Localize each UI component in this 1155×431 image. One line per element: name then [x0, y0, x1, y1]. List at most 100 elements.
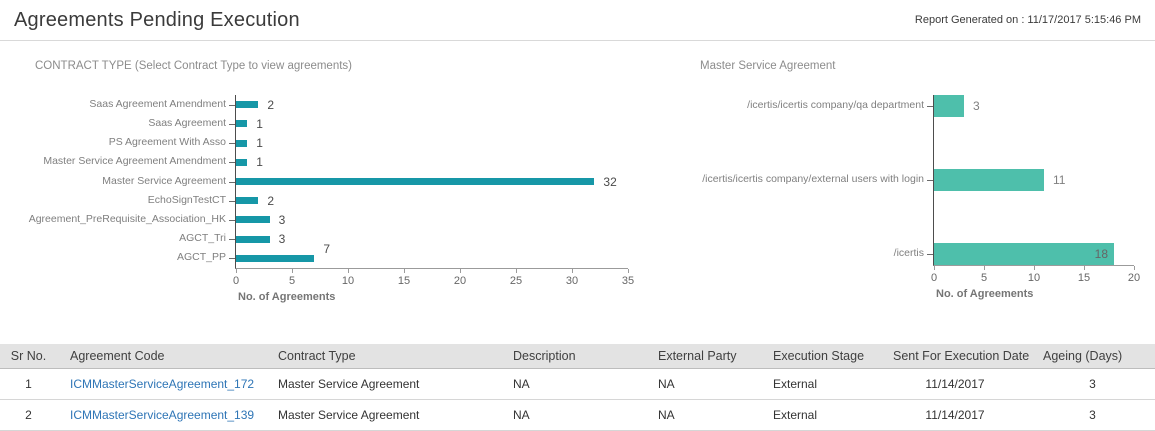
bar-ps-agreement-with-asso[interactable] [236, 139, 248, 147]
value-label: 2 [267, 193, 275, 208]
x-tick-label: 20 [1127, 272, 1141, 284]
bar-echosigntestct[interactable] [236, 197, 259, 205]
x-tick-label: 20 [453, 275, 467, 287]
x-tick-label: 0 [930, 272, 938, 284]
x-tick-label: 5 [980, 272, 988, 284]
x-axis-tick [984, 266, 985, 270]
table-header-row: Sr No. Agreement Code Contract Type Descrip… [0, 344, 1155, 369]
category-label-icertis-icertis-company-qa-department: /icertis/icertis company/qa department [747, 99, 924, 111]
contract-type-plot-area: Saas Agreement Amendment 2 Saas Agreement 1… [29, 95, 634, 303]
cell-agreement-code: ICMMasterServiceAgreement_172 [57, 368, 265, 400]
agreement-code-link[interactable]: ICMMasterServiceAgreement_172 [70, 377, 255, 391]
bar-saas-agreement-amendment[interactable] [236, 101, 259, 109]
bar-icertis[interactable] [934, 243, 1114, 265]
table-row: 2 ICMMasterServiceAgreement_139 Master Ser… [0, 399, 1155, 431]
bar-saas-agreement[interactable] [236, 120, 248, 128]
x-axis-tick [516, 269, 517, 273]
value-label: 1 [256, 116, 263, 131]
category-label-saas-agreement-amendment: Saas Agreement Amendment [89, 97, 226, 110]
category-tick [927, 180, 933, 181]
x-tick-label: 35 [621, 275, 635, 287]
value-label: 2 [267, 97, 275, 112]
category-label-icertis-icertis-company-external-users-with-login: /icertis/icertis company/external users … [702, 173, 924, 185]
value-label: 7 [323, 242, 331, 257]
x-tick-label: 15 [1077, 272, 1091, 284]
x-tick-label: 10 [341, 275, 355, 287]
x-tick-label: 10 [1027, 272, 1041, 284]
category-tick [229, 181, 235, 183]
category-label-master-service-agreement-amendment: Master Service Agreement Amendment [43, 155, 226, 168]
bar-master-service-agreement[interactable] [236, 178, 595, 185]
bar-agct-tri[interactable] [236, 235, 270, 243]
report-generated-timestamp: Report Generated on : 11/17/2017 5:15:46… [914, 14, 1141, 26]
x-axis-tick [934, 266, 935, 270]
category-label-echosigntestct: EchoSignTestCT [147, 193, 226, 206]
x-axis-tick [404, 269, 405, 273]
cell-contract-type: Master Service Agreement [265, 399, 500, 431]
x-axis-tick [1034, 266, 1035, 270]
cell-contract-type: Master Service Agreement [265, 368, 500, 400]
contract-type-chart: CONTRACT TYPE (Select Contract Type to v… [14, 60, 664, 340]
bar-master-service-agreement-amendment[interactable] [236, 158, 248, 166]
agreements-table: Sr No. Agreement Code Contract Type Descrip… [0, 344, 1155, 431]
value-label: 1 [256, 136, 263, 151]
category-tick [229, 104, 235, 106]
x-tick-label: 30 [565, 275, 579, 287]
cell-execution-stage: External [760, 399, 880, 431]
x-axis-tick [1134, 266, 1135, 270]
agreements-table-body: 1 ICMMasterServiceAgreement_172 Master Ser… [0, 368, 1155, 431]
bar-icertis-icertis-company-qa-department[interactable] [934, 95, 964, 117]
charts-section: CONTRACT TYPE (Select Contract Type to v… [0, 41, 1155, 344]
column-header-contract-type: Contract Type [265, 344, 500, 369]
cell-ageing-days: 3 [1030, 399, 1155, 431]
cell-execution-stage: External [760, 368, 880, 400]
category-tick [229, 123, 235, 125]
x-tick-label: 25 [509, 275, 523, 287]
column-header-sent-for-execution-date: Sent For Execution Date [880, 344, 1030, 369]
value-label: 32 [603, 174, 617, 189]
cell-sent-for-execution-date: 11/14/2017 [880, 368, 1030, 400]
category-label-icertis: /icertis [893, 247, 924, 259]
x-axis-tick [236, 269, 237, 273]
value-label: 3 [278, 232, 286, 247]
x-axis-label: No. of Agreements [936, 288, 1034, 300]
cell-sr-no: 1 [0, 368, 57, 400]
bar-agreement-prerequisite-association-hk[interactable] [236, 216, 270, 224]
x-tick-label: 15 [397, 275, 411, 287]
x-tick-label: 0 [232, 275, 240, 287]
bar-agct-pp[interactable] [236, 254, 315, 262]
category-tick [229, 219, 235, 221]
x-axis-tick [460, 269, 461, 273]
agreement-code-link[interactable]: ICMMasterServiceAgreement_139 [70, 408, 255, 422]
x-axis-tick [572, 269, 573, 273]
category-tick [229, 258, 235, 260]
column-header-agreement-code: Agreement Code [57, 344, 265, 369]
page-title: Agreements Pending Execution [14, 9, 300, 31]
category-label-saas-agreement: Saas Agreement [148, 116, 226, 129]
table-row: 1 ICMMasterServiceAgreement_172 Master Ser… [0, 368, 1155, 400]
master-service-agreement-plot-area: /icertis/icertis company/qa department 3 /… [702, 95, 1140, 300]
cell-description: NA [500, 368, 645, 400]
cell-external-party: NA [645, 368, 760, 400]
column-header-execution-stage: Execution Stage [760, 344, 880, 369]
x-axis-tick [348, 269, 349, 273]
category-tick [229, 239, 235, 241]
x-axis-label: No. of Agreements [238, 291, 336, 303]
contract-type-chart-title: CONTRACT TYPE (Select Contract Type to v… [35, 60, 353, 72]
cell-ageing-days: 3 [1030, 368, 1155, 400]
category-tick [927, 254, 933, 255]
value-label: 1 [256, 155, 263, 170]
cell-description: NA [500, 399, 645, 431]
category-tick [229, 200, 235, 202]
bar-icertis-icertis-company-external-users-with-login[interactable] [934, 169, 1044, 191]
cell-sent-for-execution-date: 11/14/2017 [880, 399, 1030, 431]
x-axis-tick [292, 269, 293, 273]
category-label-agct-tri: AGCT_Tri [179, 232, 226, 245]
cell-external-party: NA [645, 399, 760, 431]
category-label-master-service-agreement: Master Service Agreement [102, 174, 226, 187]
value-label: 3 [278, 212, 286, 227]
x-tick-label: 5 [288, 275, 296, 287]
value-label: 3 [973, 99, 980, 113]
cell-agreement-code: ICMMasterServiceAgreement_139 [57, 399, 265, 431]
value-label: 11 [1053, 173, 1066, 187]
